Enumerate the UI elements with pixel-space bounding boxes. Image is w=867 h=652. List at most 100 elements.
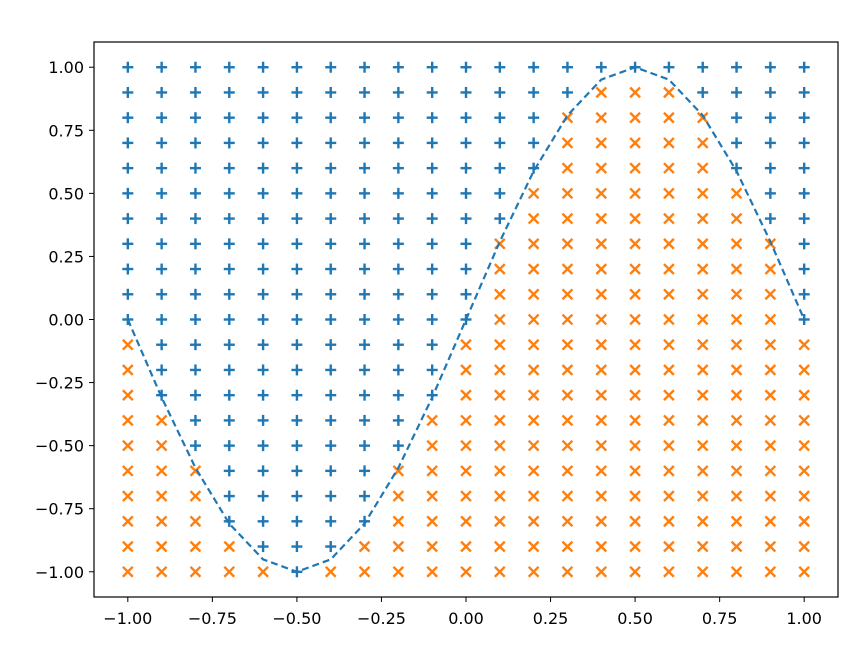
plus-marker [359,263,371,275]
x-marker [730,490,743,502]
x-marker [460,540,472,553]
plus-marker [392,162,404,174]
x-marker [663,338,675,351]
x-marker [527,338,540,351]
x-marker [663,86,675,99]
plus-marker [392,263,404,275]
plus-marker [494,187,506,199]
x-marker [527,414,540,427]
plus-marker [561,61,573,73]
x-marker [392,540,405,553]
plus-marker [392,339,404,351]
plus-marker [460,213,472,225]
plus-marker [764,213,776,225]
x-marker [629,111,641,124]
plus-marker [156,86,168,98]
plus-marker [426,364,438,376]
plus-marker [257,515,269,527]
plus-marker [156,288,168,300]
x-marker [155,540,168,553]
x-marker [696,439,709,452]
x-marker [122,490,134,502]
x-marker [730,364,743,376]
x-marker [764,515,777,528]
x-marker [426,565,438,578]
plus-marker [460,263,472,275]
plus-marker [460,238,472,250]
x-marker [561,212,574,225]
plus-marker [697,61,709,73]
x-marker [595,111,608,124]
x-marker [696,414,709,427]
plus-marker [257,187,269,199]
plus-marker [359,314,371,325]
x-marker [629,565,641,578]
x-marker [730,187,743,200]
x-marker [527,465,540,477]
x-marker [561,490,574,502]
plus-marker [257,389,269,401]
x-marker [494,288,506,301]
plus-marker [426,288,438,300]
x-marker [696,238,709,250]
plus-marker [460,61,472,73]
x-marker [595,338,608,351]
y-tick-label: 0.75 [48,121,84,140]
plus-marker [325,364,337,376]
plus-marker [764,187,776,199]
plus-marker [223,465,235,477]
plus-marker [291,314,303,325]
plus-marker [156,364,168,376]
x-marker [595,439,608,452]
x-marker [122,565,134,578]
plus-marker [764,112,776,124]
x-marker [798,364,810,376]
x-marker [595,389,608,401]
plus-marker [291,162,303,174]
x-marker [629,414,641,427]
plus-marker [223,112,235,124]
x-marker [460,465,472,477]
plus-marker [291,86,303,98]
x-marker [730,212,743,225]
x-marker [595,162,608,174]
plus-marker [325,339,337,351]
x-marker [122,540,134,553]
y-tick-label: −1.00 [35,563,84,582]
plus-marker [257,364,269,376]
x-marker [730,414,743,427]
markers-layer [122,61,810,578]
plus-marker [223,187,235,199]
x-marker [730,238,743,250]
x-marker [798,465,810,477]
x-tick-label: 0.00 [448,609,484,628]
x-marker [460,414,472,427]
x-marker [122,414,134,427]
plus-marker [392,61,404,73]
plus-marker [460,137,472,149]
x-marker [730,263,743,275]
x-marker [527,187,540,200]
plus-marker [223,213,235,225]
plus-marker [257,414,269,426]
x-marker [122,515,134,528]
x-marker [561,313,574,326]
x-marker [696,490,709,502]
plus-marker [764,137,776,149]
x-marker [189,540,202,553]
x-marker [696,540,709,553]
x-marker [494,338,506,351]
plus-marker [257,112,269,124]
y-tick-label: 0.00 [48,311,84,330]
x-marker [764,364,777,376]
plus-marker [122,162,134,174]
x-marker [561,414,574,427]
plus-marker [494,213,506,225]
plus-marker [460,86,472,98]
x-marker [663,364,675,376]
plus-marker [392,86,404,98]
x-marker [798,389,810,401]
plus-marker [156,61,168,73]
plus-marker [189,137,201,149]
x-marker [696,212,709,225]
